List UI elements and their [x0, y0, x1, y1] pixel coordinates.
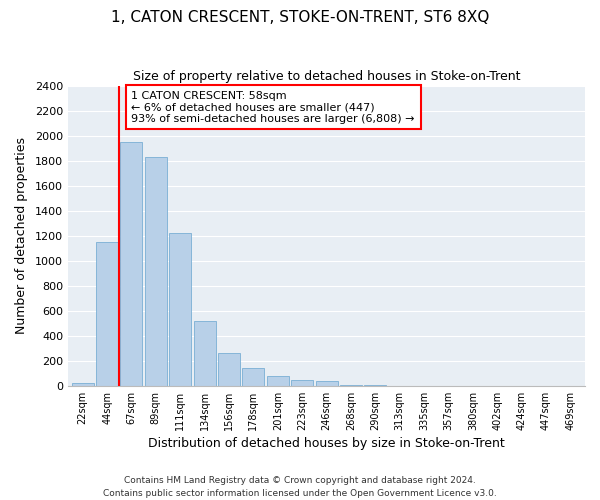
Bar	[121, 142, 142, 386]
Bar	[291, 380, 313, 386]
Bar	[194, 321, 215, 386]
Text: 1, CATON CRESCENT, STOKE-ON-TRENT, ST6 8XQ: 1, CATON CRESCENT, STOKE-ON-TRENT, ST6 8…	[111, 10, 489, 25]
Bar	[169, 233, 191, 386]
Bar	[316, 381, 338, 386]
Y-axis label: Number of detached properties: Number of detached properties	[15, 137, 28, 334]
Bar	[72, 382, 94, 386]
Title: Size of property relative to detached houses in Stoke-on-Trent: Size of property relative to detached ho…	[133, 70, 520, 83]
Bar	[218, 352, 240, 386]
Bar	[267, 376, 289, 386]
Text: Contains HM Land Registry data © Crown copyright and database right 2024.
Contai: Contains HM Land Registry data © Crown c…	[103, 476, 497, 498]
Text: 1 CATON CRESCENT: 58sqm
← 6% of detached houses are smaller (447)
93% of semi-de: 1 CATON CRESCENT: 58sqm ← 6% of detached…	[131, 90, 415, 124]
Bar	[242, 368, 265, 386]
Bar	[96, 242, 118, 386]
Bar	[364, 384, 386, 386]
X-axis label: Distribution of detached houses by size in Stoke-on-Trent: Distribution of detached houses by size …	[148, 437, 505, 450]
Bar	[145, 157, 167, 386]
Bar	[340, 385, 362, 386]
